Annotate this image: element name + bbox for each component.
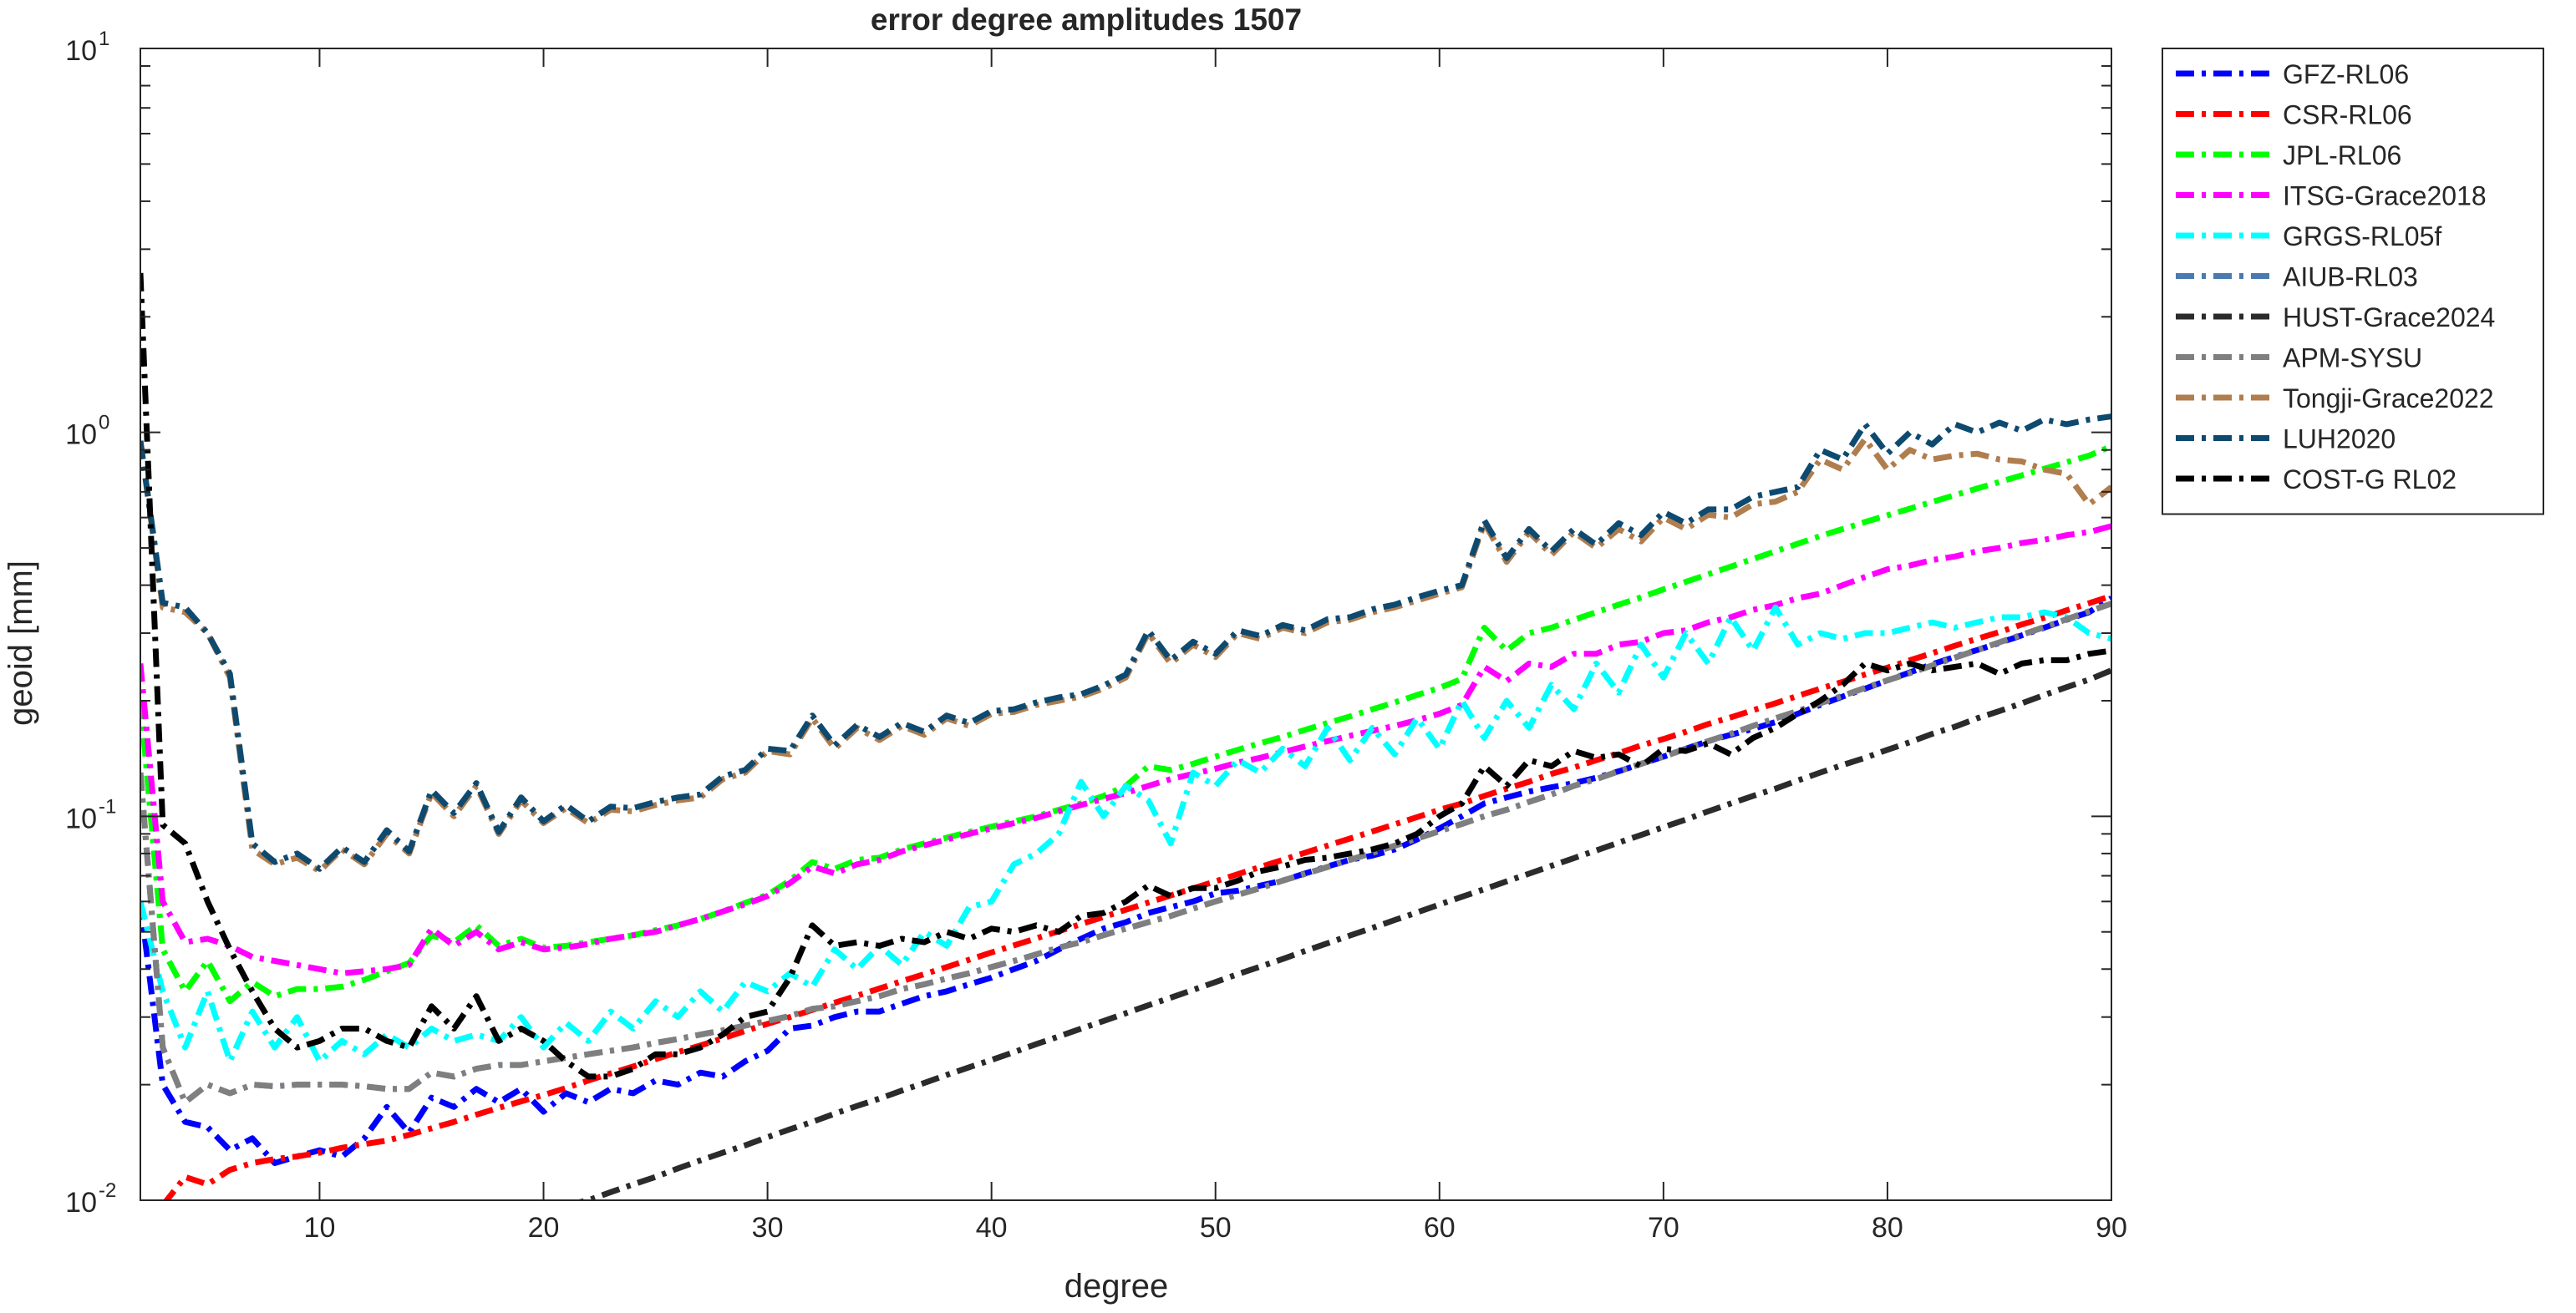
- legend-entry: CSR-RL06: [2176, 100, 2412, 130]
- legend-entry: AIUB-RL03: [2176, 262, 2418, 292]
- series-line-apm-sysu: [140, 601, 2111, 1106]
- x-tick-label: 10: [304, 1212, 336, 1244]
- legend-entry: GFZ-RL06: [2176, 59, 2409, 89]
- legend-label: APM-SYSU: [2283, 343, 2422, 373]
- series-line-csr-rl06: [163, 593, 2111, 1200]
- series-line-hust-grace2024: [575, 667, 2111, 1200]
- x-tick-label: 80: [1872, 1212, 1903, 1244]
- y-tick-label: 10: [65, 1187, 97, 1219]
- legend-label: AIUB-RL03: [2283, 262, 2418, 292]
- y-tick-exponent: 1: [99, 28, 109, 50]
- y-tick-label: 10: [65, 803, 97, 834]
- legend-label: GRGS-RL05f: [2283, 221, 2441, 251]
- legend-label: HUST-Grace2024: [2283, 302, 2495, 332]
- chart-title: error degree amplitudes 1507: [871, 3, 1302, 37]
- legend-entry: LUH2020: [2176, 424, 2396, 454]
- plot-area: [140, 48, 2112, 1201]
- legend-label: COST-G RL02: [2283, 464, 2457, 494]
- x-tick-label: 50: [1200, 1212, 1232, 1244]
- legend-label: LUH2020: [2283, 424, 2396, 454]
- y-tick-exponent: 0: [99, 412, 109, 434]
- legend-label: JPL-RL06: [2283, 140, 2401, 170]
- legend-entry: GRGS-RL05f: [2176, 221, 2441, 251]
- y-tick-label: 10: [65, 35, 97, 67]
- y-tick-label: 10: [65, 419, 97, 451]
- legend-entry: HUST-Grace2024: [2176, 302, 2495, 332]
- legend-label: ITSG-Grace2018: [2283, 181, 2487, 211]
- legend-entry: ITSG-Grace2018: [2176, 181, 2487, 211]
- x-tick-label: 40: [976, 1212, 1008, 1244]
- series-line-luh2020: [140, 413, 2111, 872]
- series-line-itsg-grace2018: [140, 523, 2111, 976]
- series-line-cost-g-rl02: [140, 272, 2111, 1080]
- legend-label: Tongji-Grace2022: [2283, 383, 2494, 413]
- x-tick-label: 70: [1648, 1212, 1679, 1244]
- series-line-grgs-rl05f: [140, 604, 2111, 1065]
- x-tick-label: 20: [528, 1212, 560, 1244]
- legend-entry: JPL-RL06: [2176, 140, 2401, 170]
- legend-entry: Tongji-Grace2022: [2176, 383, 2494, 413]
- y-tick-exponent: -1: [99, 795, 116, 818]
- x-tick-label: 30: [752, 1212, 784, 1244]
- legend: GFZ-RL06 CSR-RL06 JPL-RL06 ITSG-Grace2018 GR…: [2162, 48, 2544, 515]
- x-axis-label: degree: [1064, 1268, 1169, 1305]
- legend-label: CSR-RL06: [2283, 100, 2412, 130]
- legend-label: GFZ-RL06: [2283, 59, 2409, 89]
- y-axis-label: geoid [mm]: [3, 560, 39, 726]
- series-line-gfz-rl06: [140, 596, 2111, 1166]
- legend-entry: APM-SYSU: [2176, 343, 2422, 373]
- legend-entry: COST-G RL02: [2176, 464, 2457, 494]
- x-tick-label: 60: [1424, 1212, 1456, 1244]
- x-tick-label: 90: [2096, 1212, 2127, 1244]
- y-tick-exponent: -2: [99, 1179, 116, 1202]
